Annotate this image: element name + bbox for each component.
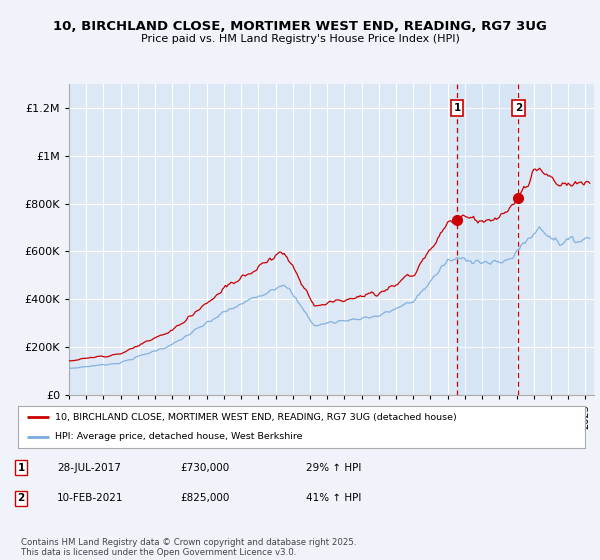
Text: £730,000: £730,000 xyxy=(180,463,229,473)
Text: 10, BIRCHLAND CLOSE, MORTIMER WEST END, READING, RG7 3UG (detached house): 10, BIRCHLAND CLOSE, MORTIMER WEST END, … xyxy=(55,413,457,422)
Text: £825,000: £825,000 xyxy=(180,493,229,503)
Text: 1: 1 xyxy=(454,103,461,113)
Text: 41% ↑ HPI: 41% ↑ HPI xyxy=(306,493,361,503)
Bar xyxy=(457,84,518,395)
Text: 10-FEB-2021: 10-FEB-2021 xyxy=(57,493,124,503)
Text: 1: 1 xyxy=(17,463,25,473)
Text: Contains HM Land Registry data © Crown copyright and database right 2025.
This d: Contains HM Land Registry data © Crown c… xyxy=(21,538,356,557)
Text: 29% ↑ HPI: 29% ↑ HPI xyxy=(306,463,361,473)
Text: 10, BIRCHLAND CLOSE, MORTIMER WEST END, READING, RG7 3UG: 10, BIRCHLAND CLOSE, MORTIMER WEST END, … xyxy=(53,20,547,32)
Text: 2: 2 xyxy=(17,493,25,503)
Text: 28-JUL-2017: 28-JUL-2017 xyxy=(57,463,121,473)
Text: Price paid vs. HM Land Registry's House Price Index (HPI): Price paid vs. HM Land Registry's House … xyxy=(140,34,460,44)
Text: 2: 2 xyxy=(515,103,522,113)
Text: HPI: Average price, detached house, West Berkshire: HPI: Average price, detached house, West… xyxy=(55,432,302,441)
